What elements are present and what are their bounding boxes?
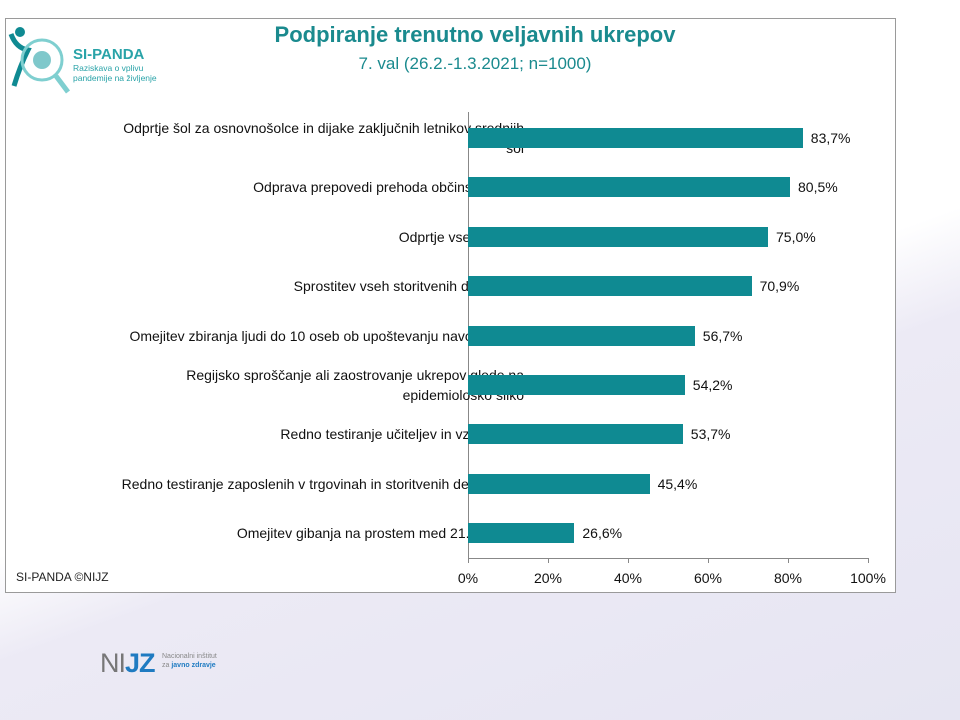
chart-title: Podpiranje trenutno veljavnih ukrepov (274, 22, 676, 47)
category-label: Regijsko sproščanje ali zaostrovanje ukr… (186, 367, 524, 403)
data-label: 53,7% (690, 426, 731, 443)
category-label: Redno testiranje zaposlenih v trgovinah … (121, 475, 524, 492)
bar (468, 128, 803, 148)
data-label: 70,9% (759, 278, 800, 295)
nijz-logo: NIJZ (100, 648, 155, 679)
bar (468, 523, 575, 544)
nijz-tagline-line1: Nacionalni inštitut (162, 653, 217, 660)
nijz-tagline: Nacionalni inštitut za javno zdravje (162, 652, 217, 670)
nijz-tagline-accent: javno zdravje (171, 662, 216, 669)
x-tick-label: 100% (850, 570, 886, 586)
data-label: 83,7% (810, 130, 851, 146)
x-tick-mark (788, 558, 789, 563)
x-tick-label: 20% (533, 570, 563, 586)
bar (468, 375, 685, 395)
x-tick-label: 60% (693, 570, 723, 586)
si-panda-logo-icon (8, 27, 70, 94)
bar (468, 473, 650, 494)
category-label: Sprostitev vseh storitvenih dejavnosti (293, 278, 524, 295)
category-label: Odprtje vseh trgovin (398, 228, 524, 245)
x-axis (468, 558, 869, 559)
category-label: Odprtje šol za osnovnošolce in dijake za… (123, 120, 524, 156)
chart-subtitle: 7. val (26.2.-1.3.2021; n=1000) (358, 54, 592, 73)
logo-name: SI-PANDA (73, 46, 145, 63)
category-label: Redno testiranje učiteljev in vzgojitelj… (280, 426, 524, 443)
x-tick-label: 40% (613, 570, 643, 586)
chart-frame (5, 18, 896, 593)
data-label: 75,0% (776, 228, 816, 245)
bar (468, 226, 768, 247)
data-label: 26,6% (582, 525, 623, 542)
bar (468, 276, 752, 297)
data-label: 54,2% (692, 377, 733, 393)
bar (468, 424, 683, 445)
category-label: Omejitev gibanja na prostem med 21. in 6… (236, 525, 524, 542)
credit: SI-PANDA ©NIJZ (16, 570, 109, 584)
data-label: 80,5% (798, 179, 838, 196)
x-tick-mark (708, 558, 709, 563)
bar (468, 177, 790, 198)
nijz-tagline-prefix: za (162, 662, 172, 669)
x-tick-label: 0% (457, 570, 479, 586)
data-label: 45,4% (657, 475, 698, 492)
data-label: 56,7% (702, 327, 743, 344)
logo-tagline: Raziskava o vplivu pandemije na življenj… (73, 63, 157, 83)
x-tick-mark (468, 558, 469, 563)
x-tick-mark (868, 558, 869, 563)
x-tick-mark (628, 558, 629, 563)
category-label: Omejitev zbiranja ljudi do 10 oseb ob up… (129, 327, 524, 344)
nijz-logo-prefix: NI (100, 648, 126, 678)
x-tick-label: 80% (773, 570, 803, 586)
nijz-logo-accent: JZ (125, 648, 155, 678)
bar (468, 325, 695, 346)
category-label: Odprava prepovedi prehoda občinskih meja (253, 179, 524, 196)
x-tick-mark (548, 558, 549, 563)
